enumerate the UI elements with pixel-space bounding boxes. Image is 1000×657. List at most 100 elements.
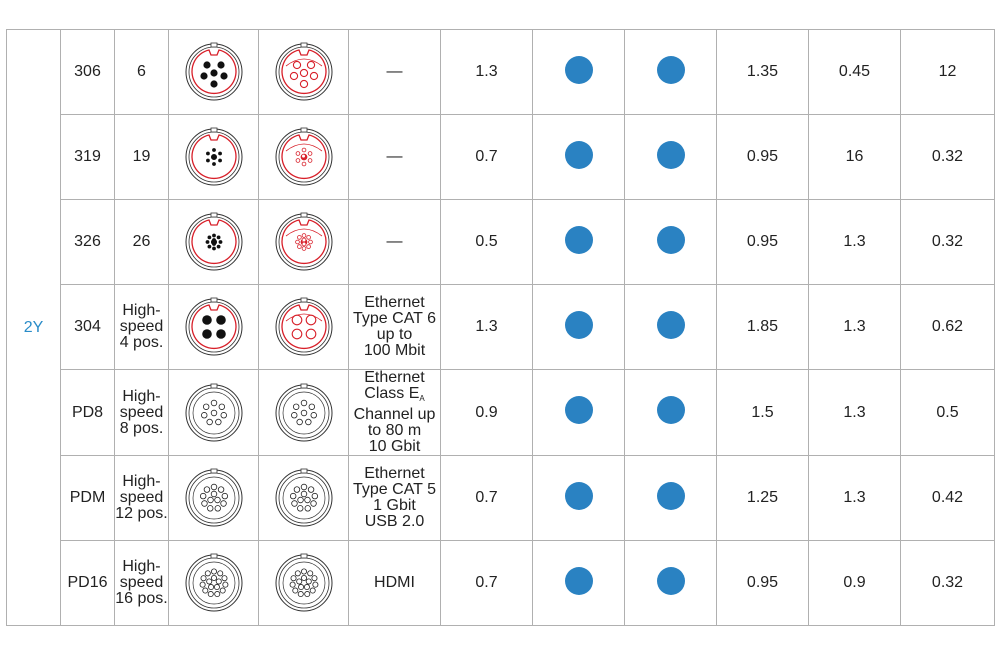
value-cell-2: 0.95 [716, 199, 809, 285]
plug-diagram-cell [168, 369, 259, 456]
filled-circle-icon [564, 481, 593, 510]
connector-face-26-contacts-icon [185, 212, 242, 271]
table-row: 2Y 306 6 — 1.3 1.35 0.45 12 [6, 29, 995, 626]
value-cell-4: 0.5 [900, 369, 995, 456]
code-cell: 306 [60, 29, 115, 115]
code-cell: PDM [60, 455, 115, 541]
value-cell-4: 0.32 [900, 540, 995, 626]
application-text: — [386, 63, 403, 80]
application-text: Channel up [353, 406, 436, 423]
filled-circle-icon [564, 140, 593, 169]
plug-diagram-cell [168, 199, 259, 285]
contacts-text: 6 [137, 63, 146, 80]
code-cell: 326 [60, 199, 115, 285]
contacts-cell: 26 [114, 199, 169, 285]
value-cell-4: 12 [900, 29, 995, 115]
contacts-text: speed [119, 403, 164, 421]
connector-socket-26-icon [275, 212, 332, 271]
value-cell-3: 1.3 [808, 455, 901, 541]
application-text: Type CAT 6 [353, 310, 436, 327]
connector-socket-6-icon [275, 42, 332, 101]
indicator-cell [624, 284, 717, 370]
value-cell-4: 0.32 [900, 199, 995, 285]
value-cell-2: 0.95 [716, 114, 809, 200]
connector-socket-4-icon [275, 297, 332, 356]
contacts-text: 12 pos. [115, 505, 168, 522]
contacts-text: 26 [132, 233, 151, 250]
value-cell-4: 0.62 [900, 284, 995, 370]
contacts-cell: High-speed 4 pos. [114, 284, 169, 370]
series-label: 2Y [6, 29, 61, 626]
socket-diagram-cell [258, 114, 349, 200]
indicator-cell [624, 199, 717, 285]
contacts-text: 4 pos. [119, 334, 164, 351]
plug-diagram-cell [168, 455, 259, 541]
application-text: — [386, 148, 403, 165]
indicator-cell [532, 284, 625, 370]
contacts-text: High- [122, 473, 161, 490]
value-cell-1: 0.7 [440, 114, 533, 200]
application-text: 1 Gbit [373, 497, 416, 514]
indicator-cell [532, 199, 625, 285]
contacts-text: speed [119, 574, 164, 591]
indicator-cell [532, 455, 625, 541]
application-text: to 80 m [367, 422, 422, 439]
socket-diagram-cell [258, 199, 349, 285]
filled-circle-icon [564, 310, 593, 339]
indicator-cell [532, 540, 625, 626]
filled-circle-icon [564, 566, 593, 595]
value-cell-3: 0.9 [808, 540, 901, 626]
value-cell-4: 0.32 [900, 114, 995, 200]
value-cell-1: 0.5 [440, 199, 533, 285]
connector-face-6-contacts-icon [185, 42, 242, 101]
application-cell: — [348, 199, 441, 285]
value-cell-2: 1.5 [716, 369, 809, 456]
contacts-text: speed [119, 489, 164, 506]
filled-circle-icon [656, 310, 685, 339]
connector-face-8-contacts-icon [185, 383, 242, 441]
value-cell-1: 1.3 [440, 29, 533, 115]
table-row: PD8 High-speed 8 pos. Ethernet Class EA Chann… [7, 369, 995, 456]
application-text: Ethernet [364, 369, 425, 386]
contacts-cell: High-speed 16 pos. [114, 540, 169, 626]
plug-diagram-cell [168, 114, 259, 200]
contacts-text: High- [122, 302, 161, 319]
application-text: HDMI [374, 574, 415, 591]
value-cell-1: 0.7 [440, 455, 533, 541]
application-text: USB 2.0 [364, 513, 425, 530]
filled-circle-icon [656, 55, 685, 84]
application-cell: Ethernet Class EA Channel up to 80 m 10 Gbit [348, 369, 441, 456]
connector-socket-8-icon [275, 383, 332, 441]
table-row: PD16 High-speed 16 pos. HDMI 0.7 0.95 0.9 0.32 [7, 540, 995, 626]
value-cell-2: 0.95 [716, 540, 809, 626]
indicator-cell [532, 114, 625, 200]
code-cell: 304 [60, 284, 115, 370]
connector-face-19-contacts-icon [185, 127, 242, 186]
filled-circle-icon [656, 396, 685, 424]
value-cell-4: 0.42 [900, 455, 995, 541]
contacts-text: High- [122, 387, 161, 405]
application-text: Ethernet [364, 294, 425, 311]
socket-diagram-cell [258, 540, 349, 626]
filled-circle-icon [656, 566, 685, 595]
contacts-cell: 6 [114, 29, 169, 115]
connector-face-4-contacts-icon [185, 297, 242, 356]
value-cell-3: 16 [808, 114, 901, 200]
table-row: 319 19 — 0.7 0.95 16 0.32 [7, 114, 995, 200]
value-cell-1: 0.9 [440, 369, 533, 456]
table-row: 326 26 — 0.5 0.95 1.3 0.32 [7, 199, 995, 285]
indicator-cell [624, 114, 717, 200]
contacts-text: High- [122, 558, 161, 575]
socket-diagram-cell [258, 29, 349, 115]
code-cell: 319 [60, 114, 115, 200]
filled-circle-icon [564, 55, 593, 84]
application-text: up to [376, 326, 413, 343]
connector-spec-table: 2Y 306 6—1.3 1.35 0.45 12 319 19—0.7 0.95 16 0.32 3… [6, 29, 995, 626]
application-text: Ethernet [364, 465, 425, 482]
filled-circle-icon [656, 225, 685, 254]
contacts-cell: High-speed 8 pos. [114, 369, 169, 456]
value-cell-2: 1.25 [716, 455, 809, 541]
filled-circle-icon [564, 225, 593, 254]
application-text: Class EA [364, 385, 425, 404]
